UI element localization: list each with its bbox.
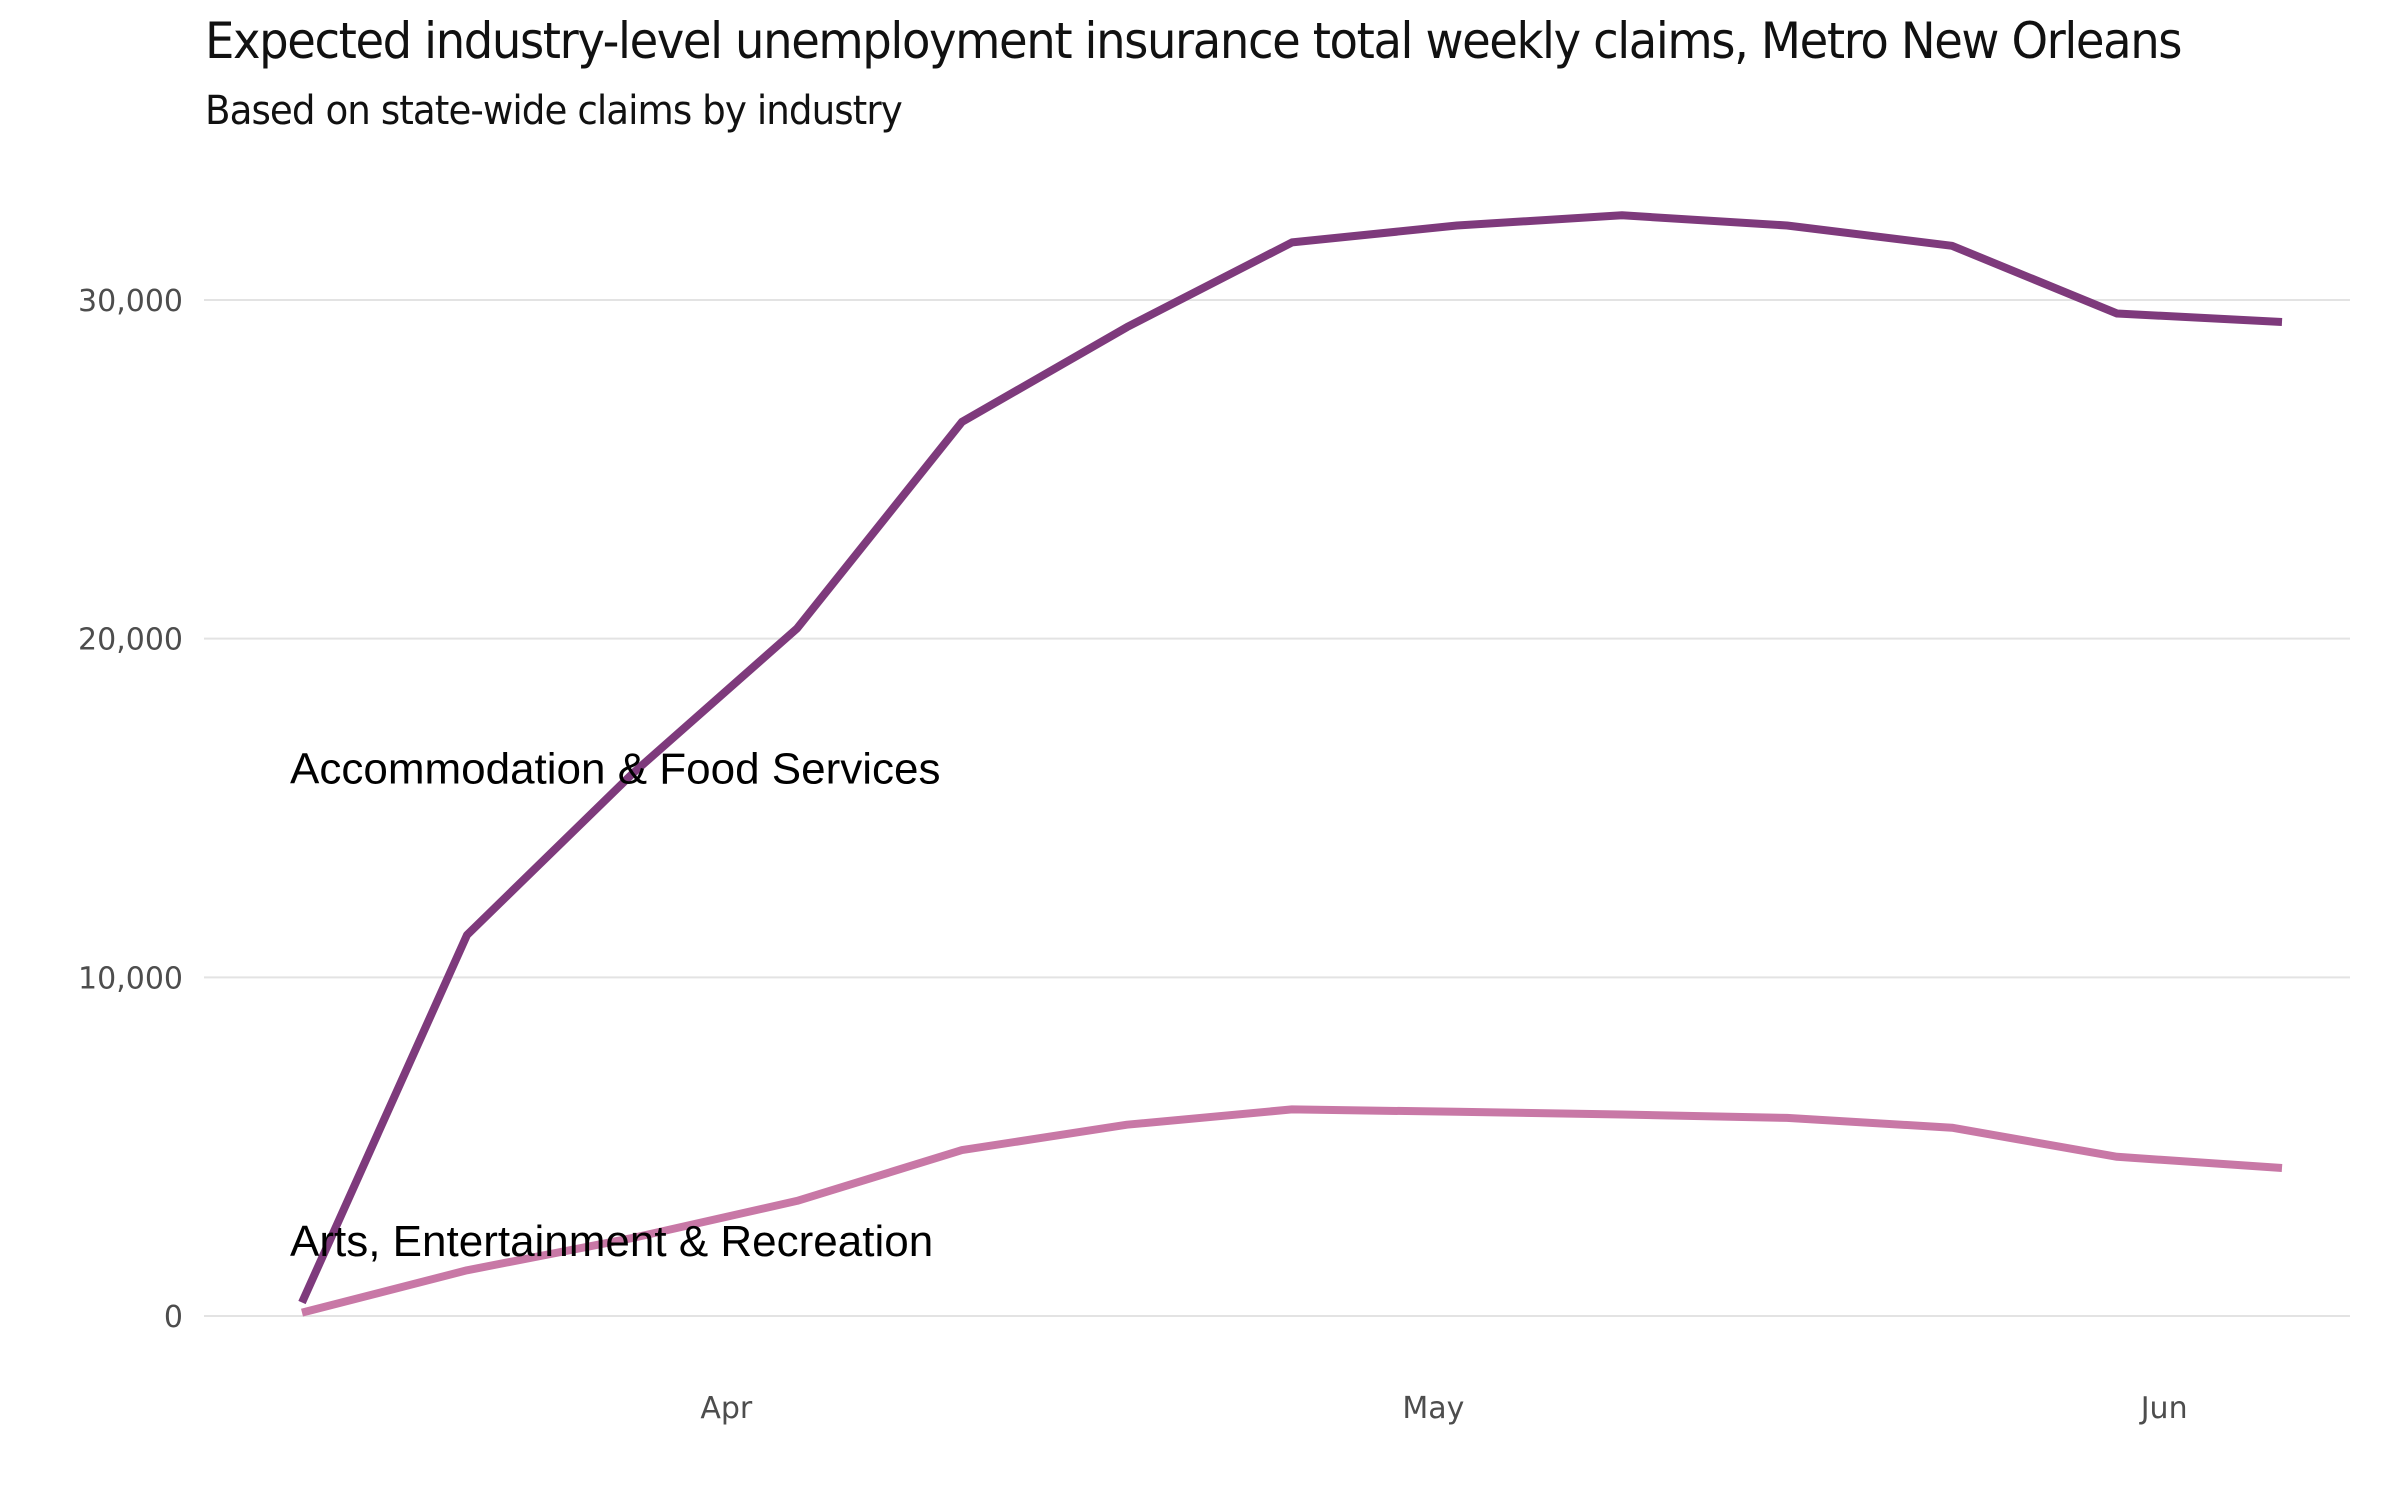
y-tick-label: 10,000	[78, 961, 183, 996]
series-line-accommodation-food	[298, 211, 2283, 1305]
chart-subtitle: Based on state-wide claims by industry	[205, 88, 903, 134]
chart-title: Expected industry-level unemployment ins…	[205, 12, 2183, 70]
series-line-arts-entertainment	[301, 1105, 2283, 1317]
y-tick-label: 0	[164, 1300, 183, 1335]
y-tick-label: 30,000	[78, 284, 183, 319]
gridlines	[204, 299, 2350, 1317]
series-label-accommodation-food: Accommodation & Food Services	[290, 744, 941, 793]
x-tick-label: Apr	[700, 1391, 753, 1426]
x-tick-label: Jun	[2139, 1391, 2188, 1426]
series-label-arts-entertainment: Arts, Entertainment & Recreation	[290, 1217, 933, 1266]
x-axis-ticks: Apr May Jun	[700, 1391, 2187, 1426]
y-tick-label: 20,000	[78, 623, 183, 658]
y-axis-ticks: 0 10,000 20,000 30,000	[78, 284, 183, 1335]
x-tick-label: May	[1402, 1391, 1464, 1426]
series-lines	[298, 211, 2283, 1317]
series-labels: Accommodation & Food Services Arts, Enter…	[290, 744, 941, 1265]
